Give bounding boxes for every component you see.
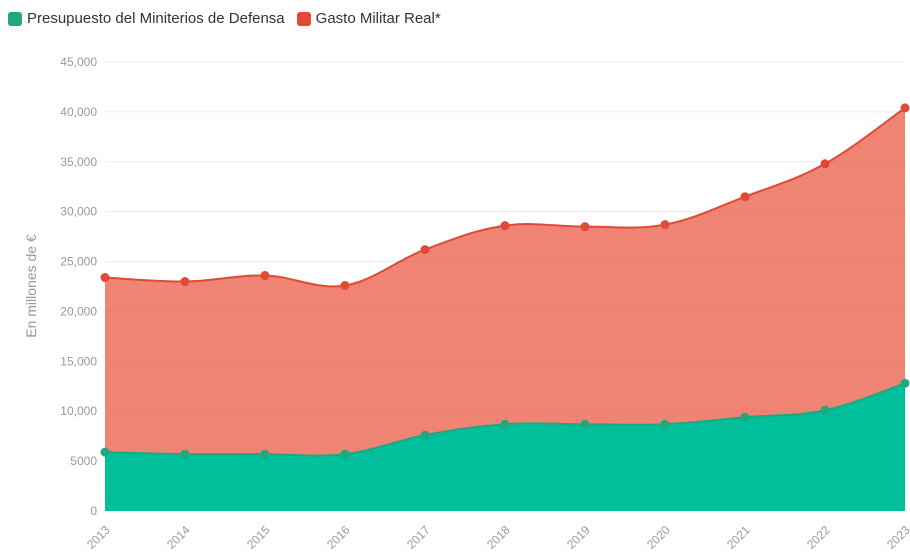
point (580, 419, 590, 429)
point (180, 449, 190, 459)
legend-label: Gasto Militar Real* (315, 10, 441, 27)
point (500, 221, 510, 231)
point (500, 419, 510, 429)
legend-item: Gasto Militar Real* (296, 10, 441, 27)
legend-item: Presupuesto del Miniterios de Defensa (8, 10, 285, 27)
area (105, 383, 905, 511)
x-tick-label: 2022 (804, 523, 833, 551)
point (340, 449, 350, 459)
point (820, 405, 830, 415)
y-tick-label: 35,000 (60, 155, 97, 169)
point (180, 277, 190, 287)
area (105, 107, 905, 512)
x-tick-label: 2019 (564, 523, 593, 551)
y-tick-label: 10,000 (60, 404, 97, 418)
x-tick-label: 2018 (484, 523, 513, 551)
x-tick-label: 2013 (84, 523, 113, 551)
legend-swatch (8, 11, 22, 26)
y-tick-label: 15,000 (60, 354, 97, 368)
y-tick-label: 30,000 (60, 205, 97, 219)
y-tick-label: 25,000 (60, 255, 97, 269)
legend: Presupuesto del Miniterios de Defensa Gas… (8, 10, 441, 27)
point (740, 412, 750, 422)
x-tick-label: 2023 (884, 523, 910, 551)
point (420, 430, 430, 440)
point (580, 222, 590, 232)
point (100, 273, 110, 283)
point (420, 245, 430, 255)
x-tick-label: 2016 (324, 523, 353, 551)
legend-swatch (296, 11, 311, 26)
point (820, 159, 830, 169)
point (100, 447, 110, 457)
y-tick-label: 45,000 (60, 55, 97, 69)
y-tick-label: 20,000 (60, 304, 97, 318)
legend-label: Presupuesto del Miniterios de Defensa (27, 10, 285, 27)
x-tick-label: 2017 (404, 523, 433, 551)
y-tick-label: 0 (90, 504, 97, 518)
point (660, 419, 670, 429)
y-tick-label: 40,000 (60, 105, 97, 119)
point (260, 449, 270, 459)
point (260, 271, 270, 281)
point (900, 103, 910, 113)
x-tick-label: 2021 (724, 523, 753, 551)
y-tick-label: 5000 (70, 454, 97, 468)
point (660, 220, 670, 230)
x-tick-label: 2014 (164, 523, 193, 551)
point (900, 378, 910, 388)
y-axis-title: En millones de € (23, 234, 39, 338)
x-tick-label: 2015 (244, 523, 273, 551)
point (340, 281, 350, 291)
x-tick-label: 2020 (644, 523, 673, 551)
point (740, 192, 750, 202)
